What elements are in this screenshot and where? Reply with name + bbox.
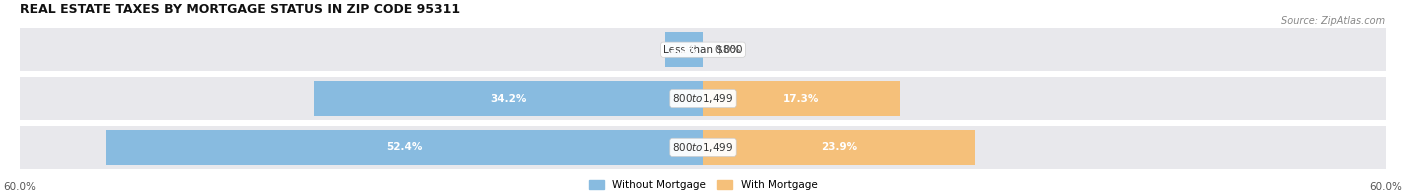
Text: 3.3%: 3.3% bbox=[669, 45, 699, 55]
Bar bbox=[20, 77, 1386, 120]
Text: 17.3%: 17.3% bbox=[783, 94, 820, 104]
Text: 0.0%: 0.0% bbox=[714, 45, 741, 55]
Text: REAL ESTATE TAXES BY MORTGAGE STATUS IN ZIP CODE 95311: REAL ESTATE TAXES BY MORTGAGE STATUS IN … bbox=[20, 4, 460, 16]
Bar bbox=[107, 130, 703, 165]
Bar bbox=[703, 81, 900, 116]
Text: $800 to $1,499: $800 to $1,499 bbox=[672, 141, 734, 154]
Text: Source: ZipAtlas.com: Source: ZipAtlas.com bbox=[1281, 16, 1385, 26]
Bar bbox=[20, 28, 1386, 71]
Bar bbox=[703, 130, 976, 165]
Text: $800 to $1,499: $800 to $1,499 bbox=[672, 92, 734, 105]
Bar bbox=[20, 126, 1386, 169]
Legend: Without Mortgage, With Mortgage: Without Mortgage, With Mortgage bbox=[589, 180, 817, 190]
Text: Less than $800: Less than $800 bbox=[664, 45, 742, 55]
Text: 52.4%: 52.4% bbox=[387, 142, 423, 152]
Bar bbox=[314, 81, 703, 116]
Text: 23.9%: 23.9% bbox=[821, 142, 858, 152]
Bar bbox=[665, 32, 703, 67]
Text: 34.2%: 34.2% bbox=[491, 94, 526, 104]
